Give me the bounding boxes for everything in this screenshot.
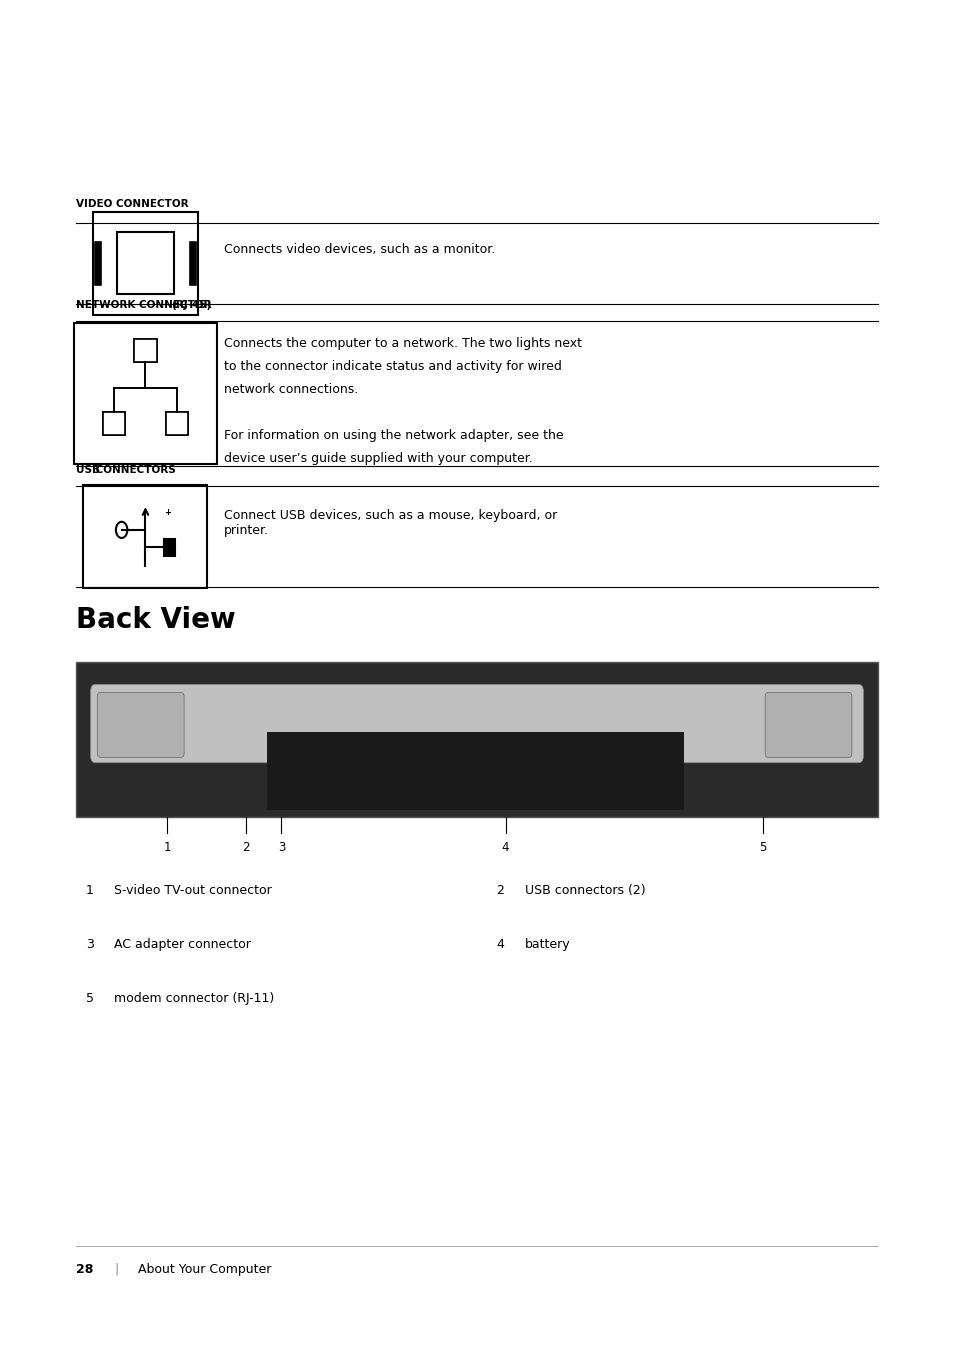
Text: USB connectors (2): USB connectors (2) (524, 884, 644, 898)
Text: For information on using the network adapter, see the: For information on using the network ada… (224, 429, 563, 443)
Text: (RJ-45): (RJ-45) (171, 301, 211, 310)
Text: 1: 1 (163, 841, 171, 855)
Text: Connects video devices, such as a monitor.: Connects video devices, such as a monito… (224, 243, 495, 256)
Text: device user’s guide supplied with your computer.: device user’s guide supplied with your c… (224, 452, 533, 466)
Text: USB: USB (76, 466, 100, 475)
FancyBboxPatch shape (164, 539, 175, 556)
Text: battery: battery (524, 938, 570, 952)
Text: network connections.: network connections. (224, 383, 358, 397)
FancyBboxPatch shape (166, 412, 189, 435)
FancyBboxPatch shape (93, 212, 198, 315)
Text: VIDEO CONNECTOR: VIDEO CONNECTOR (76, 200, 189, 209)
Text: NETWORK CONNECTOR: NETWORK CONNECTOR (76, 301, 215, 310)
Text: 2: 2 (242, 841, 250, 855)
FancyBboxPatch shape (116, 232, 174, 294)
FancyBboxPatch shape (133, 339, 156, 362)
Text: 3: 3 (277, 841, 285, 855)
FancyBboxPatch shape (190, 242, 196, 285)
Text: modem connector (RJ-11): modem connector (RJ-11) (114, 992, 274, 1006)
FancyBboxPatch shape (764, 693, 851, 757)
Text: 5: 5 (759, 841, 766, 855)
FancyBboxPatch shape (74, 324, 217, 464)
Text: S-video TV-out connector: S-video TV-out connector (114, 884, 272, 898)
Text: 4: 4 (496, 938, 503, 952)
Text: 2: 2 (496, 884, 503, 898)
FancyBboxPatch shape (267, 732, 683, 810)
FancyBboxPatch shape (91, 684, 862, 763)
Text: Connects the computer to a network. The two lights next: Connects the computer to a network. The … (224, 338, 581, 351)
FancyBboxPatch shape (97, 693, 184, 757)
Text: About Your Computer: About Your Computer (138, 1262, 272, 1276)
FancyBboxPatch shape (103, 412, 126, 435)
Text: 28: 28 (76, 1262, 93, 1276)
Text: 3: 3 (86, 938, 93, 952)
Text: Connect USB devices, such as a mouse, keyboard, or
printer.: Connect USB devices, such as a mouse, ke… (224, 509, 557, 537)
FancyBboxPatch shape (84, 486, 208, 589)
Text: 5: 5 (86, 992, 93, 1006)
Text: AC adapter connector: AC adapter connector (114, 938, 251, 952)
FancyBboxPatch shape (103, 412, 126, 435)
Text: |: | (114, 1262, 118, 1276)
Text: 1: 1 (86, 884, 93, 898)
FancyBboxPatch shape (76, 662, 877, 817)
Text: Back View: Back View (76, 606, 235, 634)
FancyBboxPatch shape (133, 339, 156, 362)
Text: +: + (164, 508, 171, 517)
Text: CONNECTORS: CONNECTORS (92, 466, 175, 475)
FancyBboxPatch shape (166, 412, 189, 435)
Text: 4: 4 (501, 841, 509, 855)
FancyBboxPatch shape (94, 242, 101, 285)
Text: to the connector indicate status and activity for wired: to the connector indicate status and act… (224, 360, 561, 374)
